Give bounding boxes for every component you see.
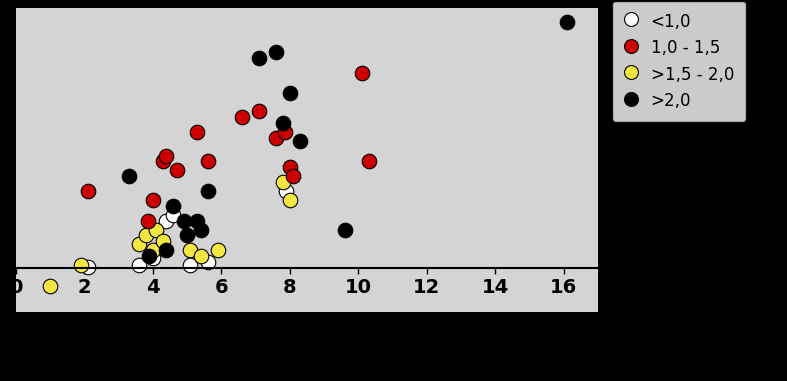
Point	[133, 262, 146, 268]
Point	[184, 262, 197, 268]
Point	[212, 247, 224, 253]
Point	[191, 129, 204, 135]
Point	[201, 259, 214, 265]
Point	[283, 197, 296, 203]
Point	[81, 264, 94, 270]
Point	[181, 232, 194, 239]
Point	[201, 158, 214, 165]
Point	[44, 283, 57, 289]
Point	[161, 152, 173, 158]
Point	[253, 55, 265, 61]
Point	[194, 227, 207, 233]
Point	[194, 253, 207, 259]
Point	[139, 232, 152, 239]
Point	[133, 241, 146, 247]
Point	[283, 164, 296, 170]
Legend: <1,0, 1,0 - 1,5, >1,5 - 2,0, >2,0: <1,0, 1,0 - 1,5, >1,5 - 2,0, >2,0	[612, 1, 745, 122]
Point	[270, 135, 283, 141]
Point	[75, 262, 87, 268]
Point	[270, 49, 283, 55]
Point	[123, 173, 135, 179]
Point	[277, 120, 290, 126]
Point	[146, 247, 159, 253]
Point	[177, 218, 190, 224]
Point	[287, 173, 300, 179]
Point	[161, 218, 173, 224]
Point	[356, 70, 368, 76]
Point	[362, 158, 375, 165]
Point	[161, 247, 173, 253]
Point	[171, 167, 183, 173]
Point	[191, 218, 204, 224]
Point	[167, 212, 179, 218]
Point	[81, 188, 94, 194]
Point	[561, 19, 574, 26]
Point	[277, 179, 290, 185]
Point	[167, 203, 179, 209]
Point	[146, 197, 159, 203]
Point	[294, 138, 306, 144]
Point	[338, 227, 351, 233]
Point	[143, 253, 156, 259]
Point	[279, 129, 291, 135]
Point	[280, 188, 293, 194]
Point	[142, 218, 154, 224]
Point	[157, 239, 169, 245]
Point	[235, 114, 248, 120]
Point	[184, 247, 197, 253]
Point	[157, 158, 169, 165]
Point	[201, 188, 214, 194]
Point	[146, 255, 159, 261]
Point	[283, 90, 296, 96]
Point	[150, 227, 162, 233]
Point	[253, 108, 265, 114]
